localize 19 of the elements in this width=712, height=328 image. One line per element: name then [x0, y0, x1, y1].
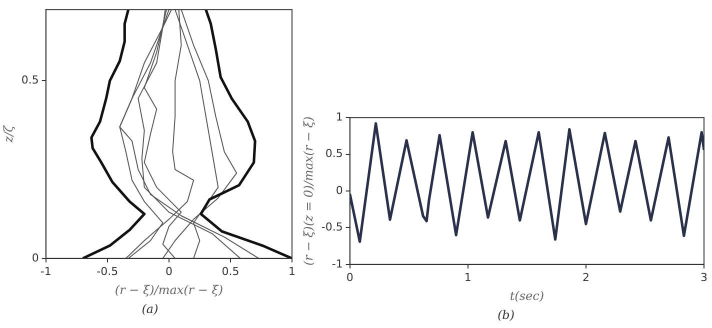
x-tick-label: 0 [346, 270, 354, 284]
text: (a) [140, 302, 160, 316]
x-tick-label: -1 [40, 264, 52, 278]
x-tick-label: 0 [165, 264, 172, 278]
x-axis-title: (r − ξ)/max(r − ξ) [114, 282, 224, 297]
x-axis-title: t(sec) [510, 288, 544, 303]
y-tick-label: 0 [336, 184, 343, 197]
x-tick-label: 2 [582, 270, 590, 284]
y-tick-label: 1 [336, 110, 343, 124]
x-tick-label: -0.5 [96, 264, 118, 278]
x-tick-label: 3 [700, 270, 708, 284]
y-axis-title: z/ζ [1, 124, 16, 144]
y-axis-title: (r − ξ)(z = 0)/max(r − ξ) [301, 116, 316, 266]
x-tick-label: 1 [464, 270, 472, 284]
x-tick-label: 1 [288, 264, 296, 278]
x-tick-label: 0.5 [222, 264, 240, 278]
y-tick-label: -0.5 [321, 220, 343, 234]
text: (b) [496, 308, 516, 322]
y-tick-label: 0.5 [325, 147, 343, 160]
